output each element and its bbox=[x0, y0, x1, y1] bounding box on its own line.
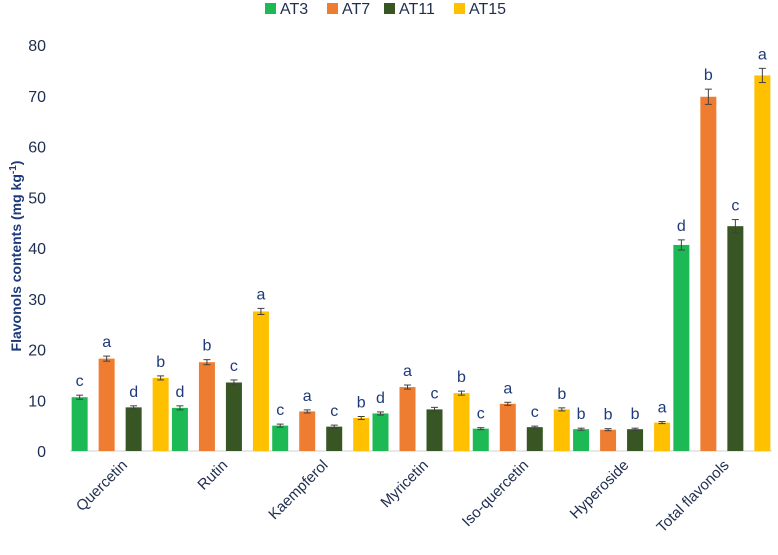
bar-at11-total-flavonols bbox=[727, 226, 744, 451]
legend-swatch-at3 bbox=[265, 3, 276, 14]
legend-swatch-at11 bbox=[384, 3, 395, 14]
significance-letter: c bbox=[276, 402, 284, 419]
bar-at3-hyperoside bbox=[573, 429, 590, 451]
x-tick-label: Iso-quercetin bbox=[459, 457, 532, 530]
bar-at15-myricetin bbox=[453, 393, 470, 451]
bar-at3-kaempferol bbox=[272, 425, 289, 451]
legend-label-at7: AT7 bbox=[342, 1, 370, 18]
significance-letter: c bbox=[531, 404, 539, 421]
y-axis: 0 10 20 30 40 50 60 70 80 bbox=[28, 38, 46, 461]
bar-at15-iso-quercetin bbox=[553, 409, 570, 451]
significance-letter: b bbox=[357, 394, 366, 411]
x-tick-label: Rutin bbox=[194, 457, 231, 494]
legend-swatch-at7 bbox=[327, 3, 338, 14]
y-tick-label: 80 bbox=[28, 38, 46, 55]
bar-at15-rutin bbox=[252, 311, 269, 451]
bar-at7-iso-quercetin bbox=[499, 403, 516, 451]
y-tick-label: 60 bbox=[28, 140, 46, 157]
significance-letter: d bbox=[677, 218, 686, 235]
bar-at15-quercetin bbox=[152, 377, 169, 451]
significance-letter: a bbox=[303, 388, 312, 405]
bar-at3-myricetin bbox=[372, 413, 389, 451]
bar-at11-iso-quercetin bbox=[526, 427, 543, 451]
significance-letter: b bbox=[604, 407, 613, 424]
significance-letter: d bbox=[129, 384, 138, 401]
significance-letter: a bbox=[403, 363, 412, 380]
significance-letter: d bbox=[175, 384, 184, 401]
bar-at11-kaempferol bbox=[326, 426, 343, 451]
significance-letter: c bbox=[477, 406, 485, 423]
significance-letter: a bbox=[758, 46, 767, 63]
significance-letter: b bbox=[704, 67, 713, 84]
legend: AT3 AT7 AT11 AT15 bbox=[265, 1, 506, 18]
y-axis-label-superscript: -1 bbox=[8, 165, 19, 174]
y-tick-label: 20 bbox=[28, 343, 46, 360]
significance-letter: a bbox=[503, 380, 512, 397]
bar-at3-total-flavonols bbox=[673, 244, 690, 451]
significance-letter: a bbox=[256, 286, 265, 303]
bar-at3-iso-quercetin bbox=[472, 428, 489, 451]
bar-at15-hyperoside bbox=[654, 422, 671, 451]
x-tick-label: Quercetin bbox=[73, 457, 131, 515]
significance-letter: c bbox=[76, 373, 84, 390]
bar-at7-quercetin bbox=[98, 358, 115, 451]
significance-letter: b bbox=[457, 369, 466, 386]
significance-letter: c bbox=[431, 385, 439, 402]
significance-letter: c bbox=[330, 403, 338, 420]
y-tick-label: 30 bbox=[28, 292, 46, 309]
bar-at7-rutin bbox=[198, 362, 215, 451]
legend-label-at3: AT3 bbox=[280, 1, 308, 18]
significance-letter: b bbox=[202, 338, 211, 355]
significance-letter: d bbox=[376, 390, 385, 407]
y-tick-label: 0 bbox=[37, 444, 46, 461]
x-tick-label: Myricetin bbox=[377, 457, 431, 511]
bar-at7-total-flavonols bbox=[700, 96, 717, 451]
y-tick-label: 70 bbox=[28, 89, 46, 106]
bar-at3-quercetin bbox=[71, 397, 88, 451]
legend-label-at11: AT11 bbox=[399, 1, 435, 18]
y-axis-label: Flavonols contents (mg kg-1) bbox=[8, 161, 25, 352]
significance-letter: a bbox=[658, 400, 667, 417]
x-tick-label: Hyperoside bbox=[567, 457, 633, 523]
bar-at3-rutin bbox=[171, 407, 188, 451]
y-axis-label-main: Flavonols contents (mg kg bbox=[8, 174, 24, 351]
x-axis-labels: Quercetin Rutin Kaempferol Myricetin Iso-que… bbox=[73, 457, 733, 536]
y-tick-label: 10 bbox=[28, 393, 46, 410]
bar-at11-hyperoside bbox=[627, 429, 644, 451]
bar-at11-quercetin bbox=[125, 407, 142, 451]
y-tick-label: 40 bbox=[28, 241, 46, 258]
x-tick-label: Total flavonols bbox=[653, 457, 732, 536]
significance-letter: a bbox=[102, 334, 111, 351]
bar-at15-total-flavonols bbox=[754, 75, 771, 451]
legend-swatch-at15 bbox=[454, 3, 465, 14]
bar-at7-myricetin bbox=[399, 387, 416, 451]
bar-at15-kaempferol bbox=[353, 418, 370, 451]
significance-letter: b bbox=[557, 386, 566, 403]
significance-letter: b bbox=[631, 406, 640, 423]
bar-at7-kaempferol bbox=[299, 411, 316, 451]
legend-label-at15: AT15 bbox=[469, 1, 506, 18]
significance-letter: c bbox=[731, 198, 739, 215]
x-tick-label: Kaempferol bbox=[265, 457, 331, 523]
significance-letter: b bbox=[577, 406, 586, 423]
significance-letter: c bbox=[230, 358, 238, 375]
bar-at11-rutin bbox=[225, 382, 242, 451]
y-tick-label: 50 bbox=[28, 190, 46, 207]
bar-at7-hyperoside bbox=[600, 429, 617, 451]
significance-letter: b bbox=[156, 354, 165, 371]
bar-at11-myricetin bbox=[426, 409, 443, 451]
y-axis-label-suffix: ) bbox=[8, 161, 24, 166]
